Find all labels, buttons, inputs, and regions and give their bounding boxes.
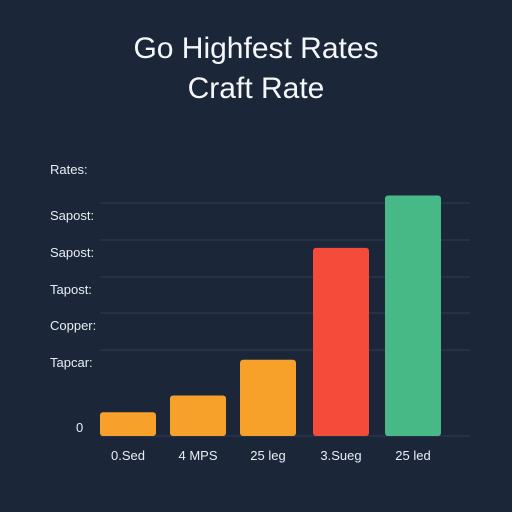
- chart-title-line1: Go Highfest Rates: [133, 32, 379, 65]
- x-tick-label: 0.Sed: [111, 448, 145, 463]
- bar-3: [240, 359, 296, 436]
- x-tick-label: 25 led: [395, 448, 430, 463]
- x-tick-label: 25 leg: [250, 448, 285, 463]
- bar-4: [313, 247, 369, 436]
- bar-1: [100, 412, 156, 436]
- y-tick-label: Copper:: [50, 318, 96, 333]
- bar-2: [170, 395, 226, 436]
- chart-title-line2: Craft Rate: [187, 72, 325, 105]
- y-tick-label: 0: [76, 420, 83, 435]
- y-tick-label: Sapost:: [50, 208, 94, 223]
- y-tick-label: Tapost:: [50, 282, 92, 297]
- y-tick-label: Sapost:: [50, 245, 94, 260]
- x-tick-label: 3.Sueg: [320, 448, 361, 463]
- y-tick-label: Tapcar:: [50, 355, 93, 370]
- bar-5: [385, 195, 441, 436]
- y-axis-title: Rates:: [50, 162, 88, 177]
- x-tick-label: 4 MPS: [178, 448, 217, 463]
